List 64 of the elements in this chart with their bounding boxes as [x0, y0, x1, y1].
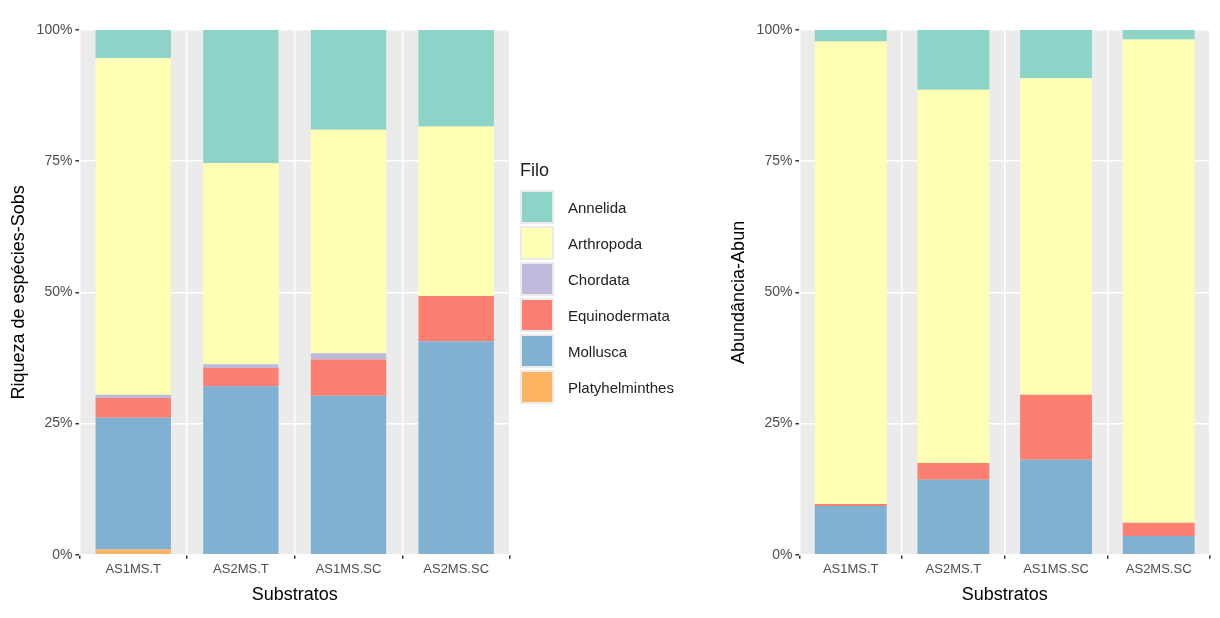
y-tick-label: 0% — [52, 545, 73, 562]
x-tick-label: AS2MS.T — [925, 561, 982, 577]
bar — [95, 397, 171, 418]
bar — [814, 505, 887, 555]
bar — [310, 129, 387, 354]
x-tick-label: AS1MS.T — [105, 561, 162, 577]
x-tick-label: AS2MS.SC — [1125, 561, 1192, 577]
bar — [1020, 394, 1092, 460]
legend-label: Annelida — [568, 198, 627, 216]
bar — [1122, 39, 1195, 523]
legend-label: Equinodermata — [568, 306, 670, 324]
legend-label: Arthropoda — [568, 234, 643, 252]
y-tick-label: 50% — [44, 283, 73, 300]
bar — [95, 417, 171, 550]
bar — [203, 163, 279, 365]
bar — [814, 41, 887, 504]
bar — [203, 386, 279, 555]
y-tick-label: 75% — [44, 152, 73, 169]
legend-label: Mollusca — [568, 342, 628, 360]
y-tick-label: 50% — [764, 283, 793, 300]
bar — [917, 462, 990, 480]
bar — [310, 395, 387, 555]
bar — [1122, 522, 1195, 536]
x-tick-label: AS1MS.SC — [315, 561, 382, 577]
bar — [310, 359, 387, 396]
bar — [917, 479, 990, 555]
bar — [418, 296, 494, 342]
bar — [1020, 459, 1092, 555]
legend-title: Filo — [520, 160, 550, 181]
bar — [95, 394, 171, 398]
bar — [917, 89, 990, 463]
y-tick-label: 25% — [44, 414, 73, 431]
x-tick-label: AS1MS.SC — [1023, 561, 1089, 577]
bar — [1020, 78, 1092, 395]
y-tick-label: 25% — [764, 414, 793, 431]
bar — [310, 353, 387, 360]
bar — [203, 367, 279, 387]
bar — [418, 126, 494, 297]
bar — [418, 341, 494, 555]
bar — [1122, 30, 1195, 40]
x-axis-title: Substratos — [961, 584, 1048, 605]
x-tick-label: AS2MS.T — [213, 561, 269, 577]
bar — [203, 364, 279, 368]
x-axis-title: Substratos — [251, 584, 338, 605]
bar — [203, 30, 279, 164]
bar — [1122, 535, 1195, 555]
legend-label: Platyhelminthes — [568, 378, 674, 396]
bar — [1020, 30, 1092, 79]
legend-label: Chordata — [568, 270, 630, 288]
bar — [814, 30, 887, 42]
y-tick-label: 100% — [756, 20, 793, 37]
y-tick-label: 0% — [772, 545, 793, 562]
y-tick-label: 75% — [764, 152, 793, 169]
bar — [418, 30, 494, 127]
x-tick-label: AS2MS.SC — [423, 561, 490, 577]
bar — [95, 30, 171, 59]
y-axis-title: Riqueza de espécies-Sobs — [7, 185, 28, 400]
bar — [95, 58, 171, 395]
x-tick-label: AS1MS.T — [822, 561, 879, 577]
y-axis-title: Abundância-Abun — [727, 220, 748, 364]
bar — [814, 503, 887, 506]
bar — [917, 30, 990, 90]
y-tick-label: 100% — [36, 20, 73, 37]
bar — [310, 30, 387, 130]
